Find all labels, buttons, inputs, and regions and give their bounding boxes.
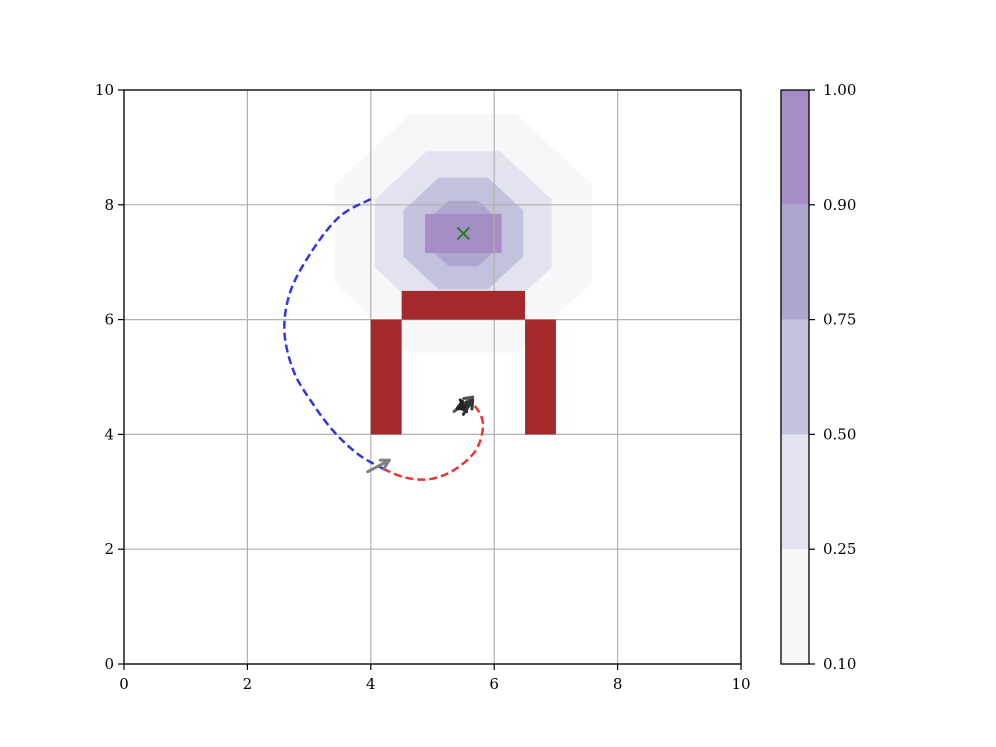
y-tick-label: 8 xyxy=(104,196,114,214)
heading-arrows xyxy=(366,395,475,474)
colorbar-band xyxy=(781,204,809,320)
y-tick-label: 0 xyxy=(104,655,114,673)
axes-frame xyxy=(123,89,742,665)
heading-arrow xyxy=(366,458,391,474)
x-tick-label: 10 xyxy=(731,675,750,693)
colorbar-tick-label: 0.75 xyxy=(823,311,856,329)
colorbar-tick-label: 0.25 xyxy=(823,540,856,558)
target-marker xyxy=(456,226,470,241)
y-tick-label: 6 xyxy=(104,311,114,329)
heading-arrow xyxy=(461,398,475,416)
x-tick-label: 4 xyxy=(366,675,376,693)
obstacle xyxy=(370,319,402,435)
colorbar-tick-label: 0.50 xyxy=(823,425,856,443)
trajectory-line xyxy=(283,197,384,470)
x-axis: 0 2 4 6 8 10 xyxy=(119,664,751,693)
colorbar: 0.10 0.25 0.50 0.75 0.90 1.00 xyxy=(780,81,856,673)
x-tick-label: 0 xyxy=(119,675,129,693)
obstacles xyxy=(370,290,556,435)
y-tick-label: 4 xyxy=(104,425,114,443)
colorbar-tick-label: 0.90 xyxy=(823,196,856,214)
y-tick-label: 2 xyxy=(104,540,114,558)
trajectories xyxy=(283,197,485,481)
colorbar-frame xyxy=(780,89,810,665)
obstacle xyxy=(401,290,526,320)
x-tick-label: 2 xyxy=(243,675,253,693)
x-tick-label: 6 xyxy=(489,675,499,693)
obstacle xyxy=(525,319,556,435)
trajectory-line xyxy=(382,400,485,481)
y-axis: 0 2 4 6 8 10 xyxy=(95,81,124,673)
colorbar-band xyxy=(781,434,809,550)
y-tick-label: 10 xyxy=(95,81,114,99)
colorbar-band xyxy=(781,549,809,664)
colorbar-tick-label: 0.10 xyxy=(823,655,856,673)
colorbar-tick-label: 1.00 xyxy=(823,81,856,99)
colorbar-band xyxy=(781,319,809,435)
colorbar-band xyxy=(781,90,809,205)
x-tick-label: 8 xyxy=(613,675,623,693)
